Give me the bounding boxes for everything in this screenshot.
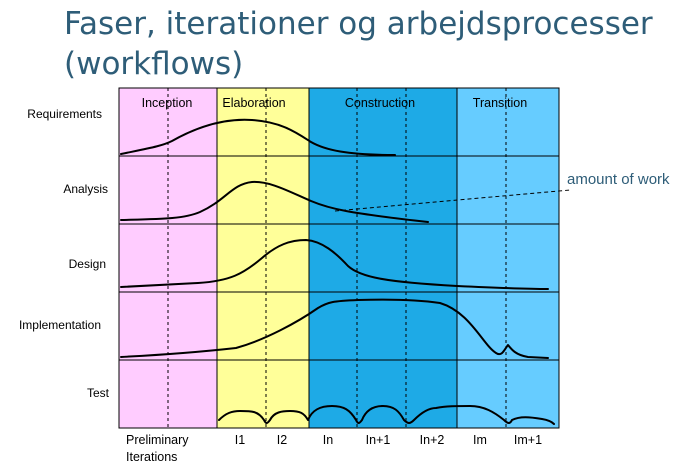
amount-of-work-pointer — [334, 189, 571, 212]
phase-bg-transition — [457, 88, 559, 428]
phase-label-transition: Transition — [473, 96, 527, 110]
iteration-label-preliminary-1: Preliminary — [126, 433, 189, 447]
iteration-label: In+2 — [420, 433, 445, 447]
analysis-curve — [120, 180, 429, 223]
workflow-label-analysis: Analysis — [63, 182, 108, 196]
phase-label-inception: Inception — [142, 96, 193, 110]
phase-bg-construction — [309, 88, 457, 428]
workflow-label-implementation: Implementation — [19, 318, 101, 332]
design-curve — [120, 239, 549, 290]
workload-curves — [120, 118, 555, 425]
iteration-label: I2 — [277, 433, 287, 447]
requirements-curve — [120, 118, 396, 156]
slide-title-line-1: Faser, iterationer og arbejdsprocesser — [64, 6, 653, 42]
phase-label-elaboration: Elaboration — [222, 96, 285, 110]
iteration-label: In — [323, 433, 333, 447]
grid-lines — [118, 87, 560, 429]
test-curve — [218, 405, 555, 425]
implementation-curve — [120, 298, 549, 359]
phase-label-construction: Construction — [345, 96, 415, 110]
iteration-label: In+1 — [366, 433, 391, 447]
grid-border — [118, 87, 560, 429]
amount-of-work-label: amount of work — [567, 171, 670, 188]
workflow-label-test: Test — [87, 386, 110, 400]
iteration-label: I1 — [235, 433, 245, 447]
workflow-label-requirements: Requirements — [27, 107, 102, 121]
iteration-label-preliminary-2: Iterations — [126, 450, 177, 464]
iteration-dividers — [167, 88, 507, 428]
slide-title-line-2: (workflows) — [64, 46, 244, 82]
slide-title: Faser, iterationer og arbejdsprocesser (… — [64, 4, 684, 84]
iteration-label: Im+1 — [514, 433, 542, 447]
iteration-label: Im — [473, 433, 487, 447]
workflow-label-design: Design — [69, 257, 106, 271]
